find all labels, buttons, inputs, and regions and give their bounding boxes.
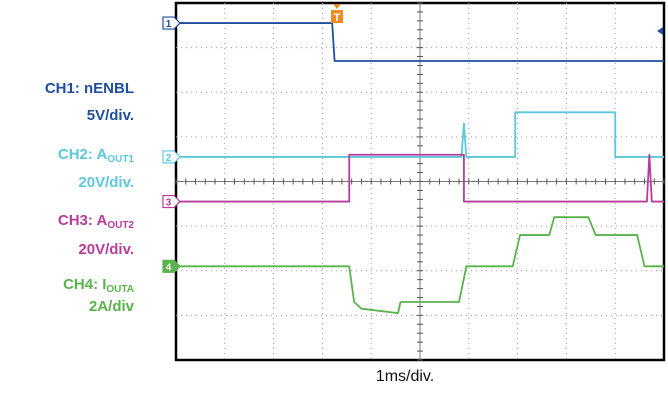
ch4-name: CH4: IOUTA (63, 276, 134, 295)
ch4-scale: 2A/div (89, 298, 134, 315)
ch3-name-sub: OUT2 (107, 220, 134, 231)
channel-marker-label: 1 (166, 19, 172, 30)
ch2-name-main: CH2: A (58, 146, 107, 163)
x-axis-label: 1ms/div. (340, 368, 470, 386)
channel-marker-label: 3 (166, 198, 172, 209)
ch2-name: CH2: AOUT1 (58, 146, 134, 165)
ch3-name-main: CH3: A (58, 212, 107, 229)
ch3-name: CH3: AOUT2 (58, 212, 134, 231)
channel-marker-label: 4 (166, 262, 172, 273)
ch2-scale: 20V/div. (78, 174, 134, 191)
ch1-scale: 5V/div. (87, 107, 134, 124)
trigger-marker-label: T (334, 12, 341, 24)
ch4-name-sub: OUTA (106, 284, 134, 295)
ch3-scale: 20V/div. (78, 241, 134, 258)
channel-marker-label: 2 (166, 153, 172, 164)
ch4-name-main: CH4: I (63, 276, 106, 293)
ch2-name-sub: OUT1 (107, 154, 134, 165)
ch1-name: CH1: nENBL (45, 80, 134, 97)
